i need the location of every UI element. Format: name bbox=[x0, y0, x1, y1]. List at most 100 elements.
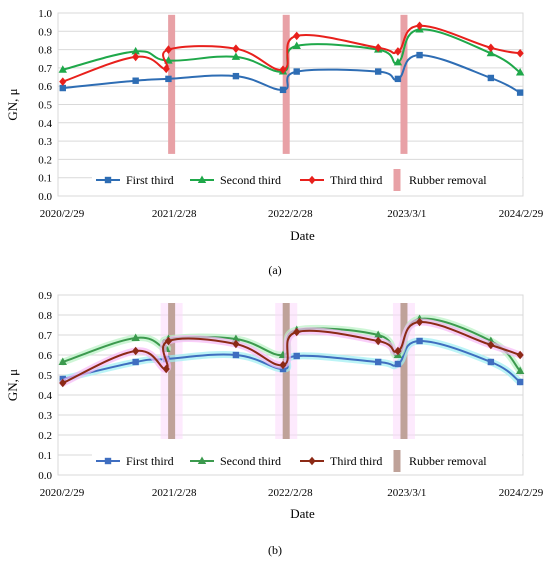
y-tick-label: 0.0 bbox=[38, 470, 52, 482]
series-line-2 bbox=[62, 28, 521, 74]
legend-label: Rubber removal bbox=[409, 173, 487, 187]
data-point bbox=[515, 366, 525, 374]
panel-caption: (b) bbox=[268, 543, 282, 557]
y-tick-label: 1.0 bbox=[38, 8, 52, 20]
y-tick-label: 0.6 bbox=[38, 350, 52, 362]
data-point bbox=[487, 340, 495, 350]
legend-label: Third third bbox=[330, 173, 382, 187]
data-point bbox=[394, 75, 402, 83]
legend-swatch-marker bbox=[104, 457, 112, 465]
x-tick-label: 2021/2/28 bbox=[152, 208, 197, 220]
y-tick-label: 0.8 bbox=[38, 310, 52, 322]
legend-swatch-marker bbox=[197, 456, 207, 464]
data-point bbox=[279, 360, 287, 370]
data-point bbox=[59, 77, 67, 86]
data-point bbox=[394, 360, 402, 368]
legend-label: Second third bbox=[220, 454, 281, 468]
y-tick-label: 0.5 bbox=[38, 370, 52, 382]
legend-label: Second third bbox=[220, 173, 281, 187]
data-point bbox=[394, 47, 402, 56]
data-point bbox=[164, 336, 173, 346]
x-tick-label: 2023/3/1 bbox=[387, 487, 426, 499]
y-tick-label: 0.0 bbox=[38, 191, 52, 203]
data-point bbox=[58, 357, 67, 365]
data-point bbox=[415, 317, 424, 327]
data-point bbox=[232, 44, 240, 53]
data-point bbox=[132, 358, 139, 366]
data-point bbox=[293, 68, 300, 75]
data-point bbox=[374, 358, 382, 366]
chart-panel-a: 0.0 0.1 0.2 0.3 0.4 0.5 0.6 0.7 0.8 0.9 1.0 2020/2/… bbox=[5, 8, 544, 277]
data-point bbox=[516, 378, 524, 386]
data-point bbox=[58, 65, 67, 73]
x-axis-title: Date bbox=[290, 506, 315, 521]
data-point bbox=[516, 48, 524, 58]
data-point bbox=[293, 31, 301, 41]
data-point bbox=[131, 333, 140, 341]
rubber-removal-bar bbox=[400, 303, 408, 439]
data-point bbox=[486, 48, 496, 57]
y-tick-label: 0.2 bbox=[38, 430, 52, 442]
y-tick-label: 0.2 bbox=[38, 154, 52, 166]
data-point bbox=[293, 352, 300, 360]
data-point bbox=[162, 64, 170, 74]
data-point bbox=[293, 327, 301, 337]
legend-swatch-removal bbox=[393, 450, 401, 472]
x-tick-label: 2022/2/28 bbox=[268, 487, 313, 499]
y-tick-label: 0.5 bbox=[38, 100, 52, 112]
data-point bbox=[279, 86, 287, 94]
y-tick-label: 0.4 bbox=[38, 118, 52, 130]
data-point bbox=[279, 65, 287, 75]
x-tick-label: 2020/2/29 bbox=[40, 487, 85, 499]
y-tick-label: 0.7 bbox=[38, 63, 52, 75]
legend-swatch-marker bbox=[308, 456, 316, 466]
y-tick-label: 0.4 bbox=[38, 390, 52, 402]
y-tick-label: 0.9 bbox=[38, 26, 52, 38]
y-tick-label: 0.6 bbox=[38, 81, 52, 93]
data-point bbox=[165, 75, 172, 83]
data-point bbox=[487, 43, 495, 53]
rubber-removal-bar bbox=[400, 14, 408, 154]
x-tick-label: 2024/2/29 bbox=[499, 208, 544, 220]
data-point bbox=[487, 358, 495, 366]
data-point bbox=[164, 45, 173, 54]
x-axis-title: Date bbox=[290, 228, 315, 243]
data-point bbox=[374, 43, 382, 53]
data-point bbox=[416, 337, 423, 345]
y-tick-label: 0.3 bbox=[38, 136, 52, 148]
data-point bbox=[516, 89, 524, 96]
data-point bbox=[292, 41, 301, 49]
data-point bbox=[231, 52, 241, 60]
y-tick-label: 0.3 bbox=[38, 410, 52, 422]
data-point bbox=[132, 346, 140, 356]
rubber-removal-bar bbox=[282, 14, 290, 154]
series-line-1 bbox=[62, 54, 521, 94]
legend-label: Third third bbox=[330, 454, 382, 468]
legend: First third Second third Third third Rubber… bbox=[92, 169, 522, 191]
y-tick-label: 0.8 bbox=[38, 45, 52, 57]
rubber-removal-bar bbox=[168, 14, 176, 154]
x-tick-label: 2023/3/1 bbox=[387, 208, 426, 220]
data-point bbox=[162, 364, 170, 374]
x-tick-label: 2021/2/28 bbox=[152, 487, 197, 499]
data-point bbox=[232, 339, 240, 349]
data-point bbox=[516, 350, 524, 360]
data-point bbox=[132, 52, 140, 62]
x-tick-label: 2024/2/29 bbox=[499, 487, 544, 499]
legend-label: Rubber removal bbox=[409, 454, 487, 468]
data-point bbox=[59, 84, 66, 92]
legend-swatch-removal bbox=[393, 169, 401, 191]
panel-caption: (a) bbox=[268, 263, 281, 277]
data-point bbox=[415, 21, 424, 31]
y-axis-title: GN, μ bbox=[5, 88, 20, 120]
data-point bbox=[393, 57, 403, 66]
y-axis-title: GN, μ bbox=[5, 369, 20, 401]
x-tick-label: 2022/2/28 bbox=[268, 208, 313, 220]
y-tick-label: 0.9 bbox=[38, 290, 52, 302]
data-point bbox=[59, 378, 67, 388]
legend: First third Second third Third third Rubber… bbox=[92, 450, 522, 472]
legend-swatch-marker bbox=[104, 176, 112, 184]
data-point bbox=[487, 74, 495, 82]
legend-swatch-marker bbox=[308, 175, 316, 185]
